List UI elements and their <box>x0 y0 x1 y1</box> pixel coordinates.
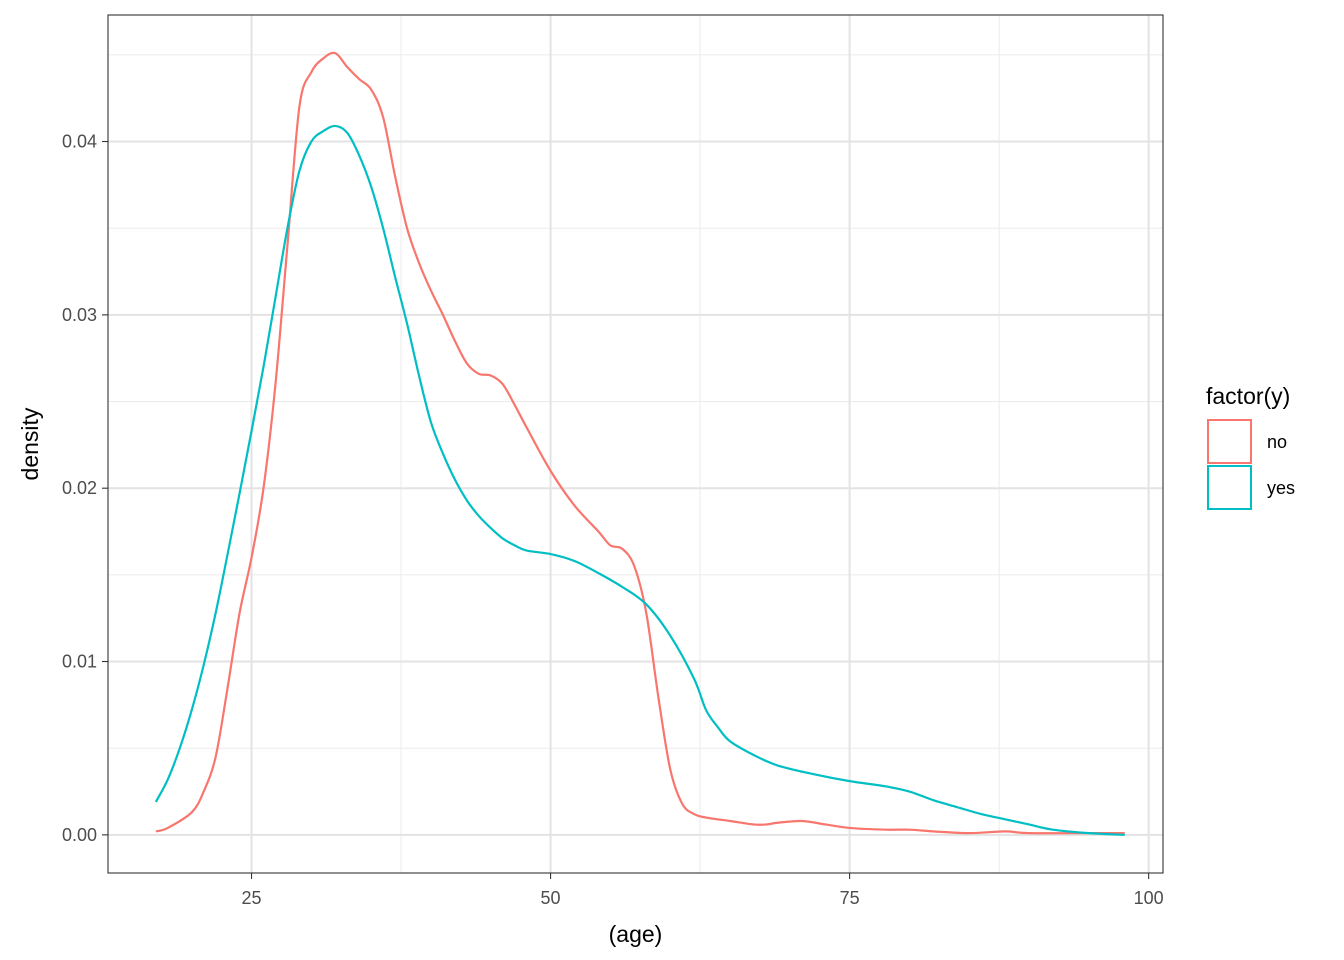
major-gridlines <box>108 15 1163 873</box>
legend-items: no yes <box>1207 419 1295 510</box>
series-layer <box>154 51 1125 836</box>
legend-key-no <box>1207 419 1252 464</box>
minor-gridlines <box>108 15 1163 873</box>
legend: factor(y) no yes <box>1206 383 1295 510</box>
legend-title: factor(y) <box>1206 383 1290 409</box>
y-tick-label: 0.04 <box>62 132 97 152</box>
y-tick-label: 0.03 <box>62 305 97 325</box>
x-axis: 25 50 75 100 <box>242 873 1164 908</box>
legend-key-yes <box>1207 465 1252 510</box>
plot-panel-border <box>107 14 1164 874</box>
y-axis: 0.00 0.01 0.02 0.03 0.04 <box>62 132 108 845</box>
y-axis-title: density <box>17 407 43 480</box>
y-tick-label: 0.01 <box>62 652 97 672</box>
x-tick-label: 25 <box>242 888 262 908</box>
legend-label-no: no <box>1267 432 1287 452</box>
x-tick-label: 100 <box>1134 888 1164 908</box>
legend-label-yes: yes <box>1267 478 1295 498</box>
y-tick-label: 0.02 <box>62 478 97 498</box>
density-line-no <box>155 51 1125 835</box>
y-tick-label: 0.00 <box>62 825 97 845</box>
x-axis-title: (age) <box>609 921 663 947</box>
x-tick-label: 75 <box>840 888 860 908</box>
density-line-yes <box>154 124 1125 836</box>
x-tick-label: 50 <box>541 888 561 908</box>
